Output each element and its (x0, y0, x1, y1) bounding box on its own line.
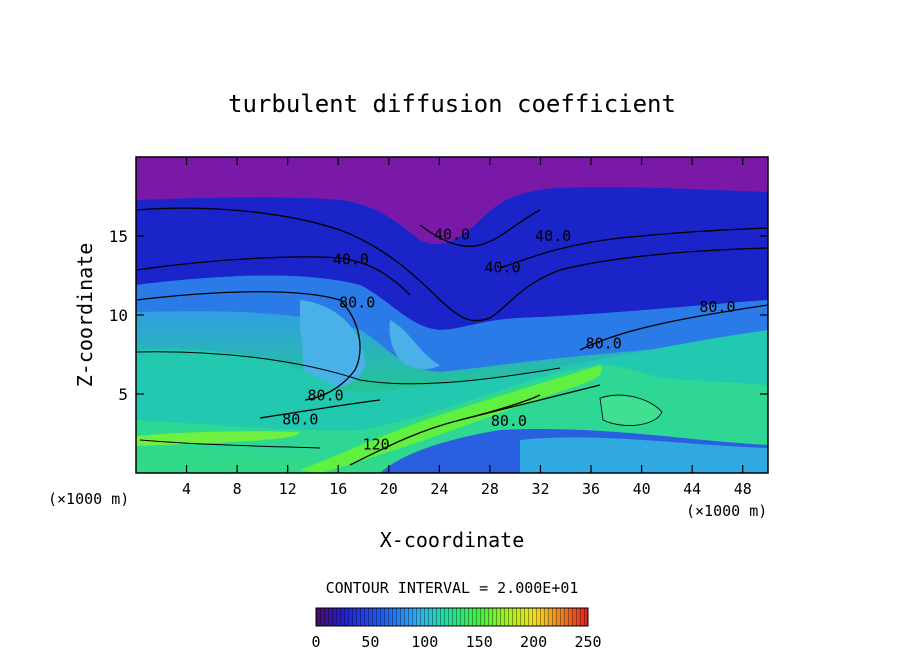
x-tick-label: 40 (633, 480, 651, 498)
y-axis-ticks: 5 10 15 (109, 227, 768, 404)
contour-label: 40.0 (484, 259, 520, 277)
x-tick-label: 32 (531, 480, 549, 498)
contour-fill-field (136, 157, 768, 473)
colorbar-tick-label: 200 (520, 633, 547, 651)
x-tick-label: 36 (582, 480, 600, 498)
x-tick-label: 48 (734, 480, 752, 498)
x-unit-label: (×1000 m) (686, 502, 767, 520)
x-axis-ticks: 4 8 12 16 20 24 28 32 36 40 44 48 (182, 157, 752, 498)
y-tick-label: 15 (109, 227, 128, 246)
contour-label: 80.0 (491, 412, 527, 430)
contour-label: 80.0 (339, 293, 375, 311)
contour-interval-label: CONTOUR INTERVAL = 2.000E+01 (326, 579, 579, 597)
colorbar-tick-label: 50 (361, 633, 379, 651)
chart-title: turbulent diffusion coefficient (228, 90, 676, 118)
contour-label: 40.0 (434, 225, 470, 243)
colorbar-tick-label: 250 (574, 633, 601, 651)
contour-label: 40.0 (535, 227, 571, 245)
x-tick-label: 16 (329, 480, 347, 498)
y-tick-label: 10 (109, 306, 128, 325)
contour-label: 40.0 (333, 251, 369, 269)
colorbar (315, 607, 589, 627)
contour-label: 80.0 (586, 334, 622, 352)
x-tick-label: 44 (683, 480, 701, 498)
contour-label: 80.0 (282, 410, 318, 428)
x-tick-label: 8 (233, 480, 242, 498)
contour-lines (136, 207, 768, 466)
contour-label: 120 (363, 436, 390, 454)
colorbar-ticks: 0 50 100 150 200 250 (311, 633, 601, 651)
z-unit-label: (×1000 m) (48, 490, 129, 508)
x-tick-label: 24 (430, 480, 448, 498)
colorbar-tick-label: 150 (466, 633, 493, 651)
y-tick-label: 5 (118, 385, 128, 404)
colorbar-tick-label: 0 (311, 633, 320, 651)
x-tick-label: 20 (380, 480, 398, 498)
contour-label: 80.0 (308, 387, 344, 405)
x-tick-label: 28 (481, 480, 499, 498)
y-axis-label: Z-coordinate (73, 243, 97, 388)
colorbar-tick-label: 100 (411, 633, 438, 651)
x-tick-label: 4 (182, 480, 191, 498)
x-tick-label: 12 (279, 480, 297, 498)
x-axis-label: X-coordinate (380, 528, 525, 552)
contour-label-group: 40.0 40.0 40.0 40.0 80.0 80.0 80.0 80.0 80.0 80.0… (282, 225, 735, 453)
contour-label: 80.0 (699, 298, 735, 316)
